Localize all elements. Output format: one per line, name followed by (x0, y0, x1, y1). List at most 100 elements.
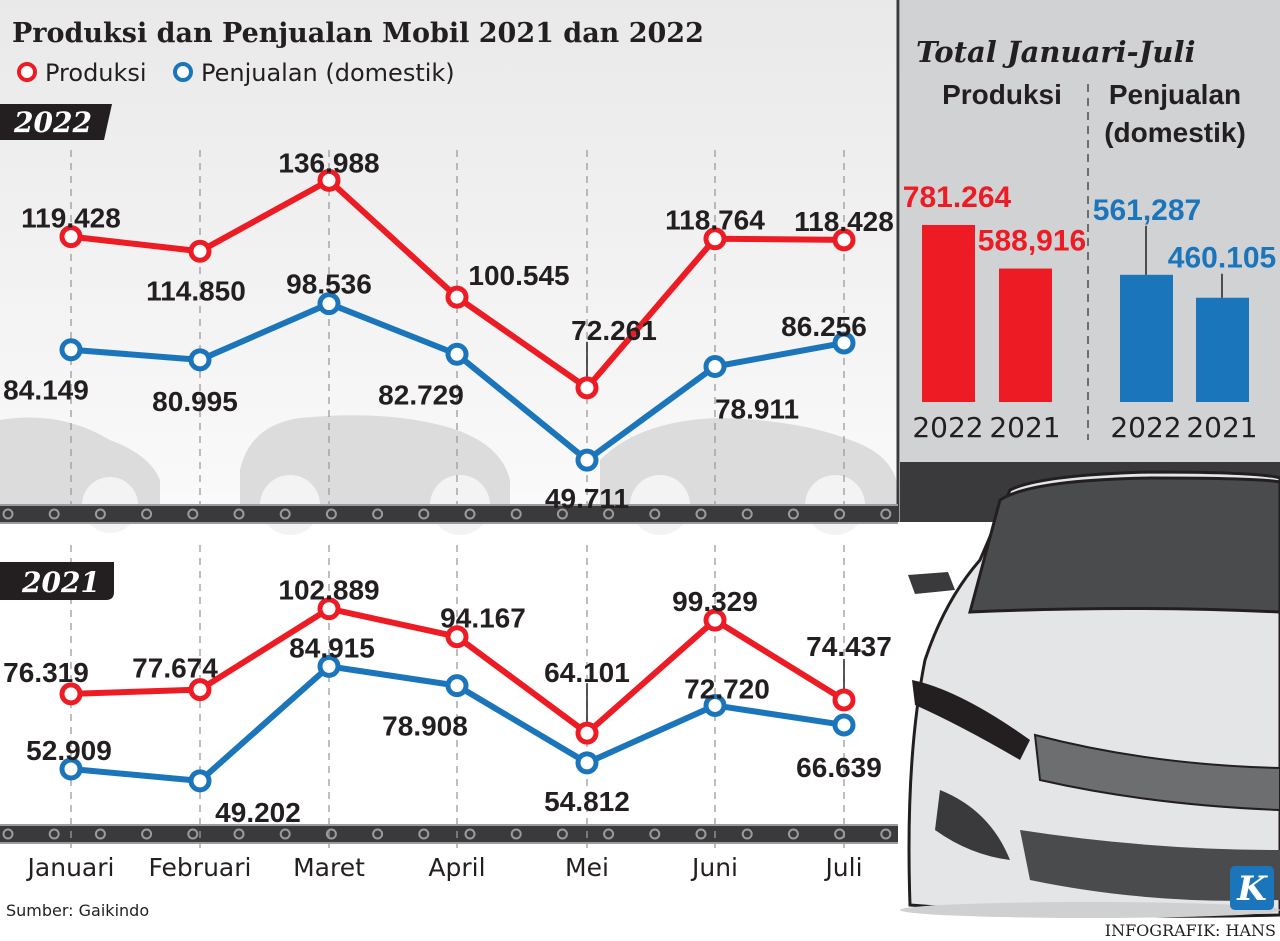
data-point-penjualan (575, 751, 599, 775)
conveyor-roller (233, 828, 245, 840)
data-point-penjualan (317, 654, 341, 678)
legend-produksi-marker (17, 62, 37, 82)
data-label-penjualan: 52.909 (26, 735, 112, 766)
data-label-produksi: 72.261 (571, 315, 657, 346)
data-label-penjualan: 84.915 (289, 632, 375, 663)
total-bar-label: 460.105 (1168, 242, 1276, 275)
conveyor-roller (372, 828, 384, 840)
conveyor-roller (94, 828, 106, 840)
conveyor-roller (834, 508, 846, 520)
data-point-produksi (445, 285, 469, 309)
conveyor-roller (787, 828, 799, 840)
data-point-penjualan (703, 693, 727, 717)
data-label-penjualan: 66.639 (796, 752, 882, 783)
total-bar-penjualan-2022 (1120, 274, 1173, 402)
total-bar-label: 561,287 (1093, 194, 1201, 227)
data-label-produksi: 94.167 (440, 603, 526, 634)
conveyor-roller (48, 828, 60, 840)
legend-penjualan-label: Penjualan (domestik) (201, 59, 455, 87)
data-point-produksi (832, 688, 856, 712)
data-point-penjualan (445, 342, 469, 366)
conveyor-roller (2, 508, 14, 520)
x-tick-label: Juli (823, 853, 862, 882)
data-point-penjualan (317, 292, 341, 316)
year-label-2021: 2021 (21, 566, 100, 599)
data-label-penjualan: 80.995 (152, 386, 238, 417)
total-bar-produksi-2021 (999, 268, 1052, 402)
infographic-credit: INFOGRAFIK: HANS (1105, 921, 1276, 940)
data-label-penjualan: 86.256 (781, 311, 867, 342)
totals-penjualan-heading-line1: Penjualan (1109, 79, 1241, 110)
conveyor-roller (556, 508, 568, 520)
conveyor-roller (880, 828, 892, 840)
totals-produksi-heading: Produksi (942, 79, 1062, 110)
data-label-produksi: 64.101 (544, 657, 630, 688)
kompas-logo (1230, 866, 1274, 910)
conveyor-roller (603, 508, 615, 520)
conveyor-roller (2, 828, 14, 840)
data-label-produksi: 102.889 (278, 575, 379, 606)
x-tick-label: April (428, 853, 485, 882)
data-point-penjualan (832, 331, 856, 355)
total-bar-penjualan-2021 (1196, 297, 1249, 402)
car-illustration (900, 470, 1280, 918)
data-label-produksi: 74.437 (806, 631, 892, 662)
conveyor-roller (48, 508, 60, 520)
data-label-produksi: 77.674 (132, 653, 218, 684)
data-point-produksi (317, 597, 341, 621)
year-tag-2021 (0, 562, 114, 600)
total-bar-label: 588,916 (978, 225, 1086, 258)
data-label-produksi: 114.850 (146, 275, 246, 306)
data-point-penjualan (188, 769, 212, 793)
data-point-penjualan (59, 757, 83, 781)
data-point-produksi (59, 225, 83, 249)
conveyor-roller (141, 508, 153, 520)
data-label-produksi: 118.428 (794, 206, 894, 237)
conveyor-roller (233, 508, 245, 520)
data-label-produksi: 100.545 (468, 260, 569, 291)
data-point-penjualan (832, 713, 856, 737)
data-label-penjualan: 72.720 (684, 673, 770, 704)
total-bar-year: 2022 (1110, 411, 1181, 444)
data-point-penjualan (59, 338, 83, 362)
data-label-penjualan: 98.536 (286, 269, 372, 300)
conveyor-roller (556, 828, 568, 840)
legend-produksi-label: Produksi (45, 59, 147, 87)
data-label-produksi: 118.764 (665, 205, 765, 236)
total-bar-label: 781.264 (903, 181, 1012, 214)
conveyor-roller (325, 828, 337, 840)
conveyor-roller (418, 828, 430, 840)
legend-penjualan-marker (173, 62, 193, 82)
conveyor-roller (187, 508, 199, 520)
conveyor-roller (325, 508, 337, 520)
conveyor-roller (510, 508, 522, 520)
data-point-produksi (59, 682, 83, 706)
source-note: Sumber: Gaikindo (6, 901, 149, 920)
conveyor-roller (372, 508, 384, 520)
conveyor-roller (418, 508, 430, 520)
total-bar-produksi-2022 (922, 224, 975, 402)
data-point-produksi (317, 168, 341, 192)
x-tick-label: Juni (690, 853, 738, 882)
data-label-produksi: 136.988 (278, 147, 379, 178)
conveyor-roller (649, 508, 661, 520)
data-label-penjualan: 84.149 (3, 375, 89, 406)
conveyor-roller (741, 508, 753, 520)
data-label-produksi: 119.428 (21, 203, 121, 234)
data-point-penjualan (445, 674, 469, 698)
conveyor-roller (464, 828, 476, 840)
data-label-penjualan: 82.729 (378, 379, 464, 410)
data-point-produksi (703, 227, 727, 251)
conveyor-roller (510, 828, 522, 840)
line-chart-2021: 76.319 77.674 102.889 94.167 64.101 99.329 74.… (3, 575, 892, 828)
x-tick-label: Januari (26, 853, 115, 882)
conveyor-roller (649, 828, 661, 840)
data-label-penjualan: 78.911 (715, 394, 799, 425)
data-point-produksi (832, 228, 856, 252)
data-label-produksi: 99.329 (672, 586, 758, 617)
total-bar-year: 2021 (1186, 411, 1257, 444)
data-label-penjualan: 54.812 (544, 786, 630, 817)
total-bar-year: 2021 (989, 411, 1060, 444)
